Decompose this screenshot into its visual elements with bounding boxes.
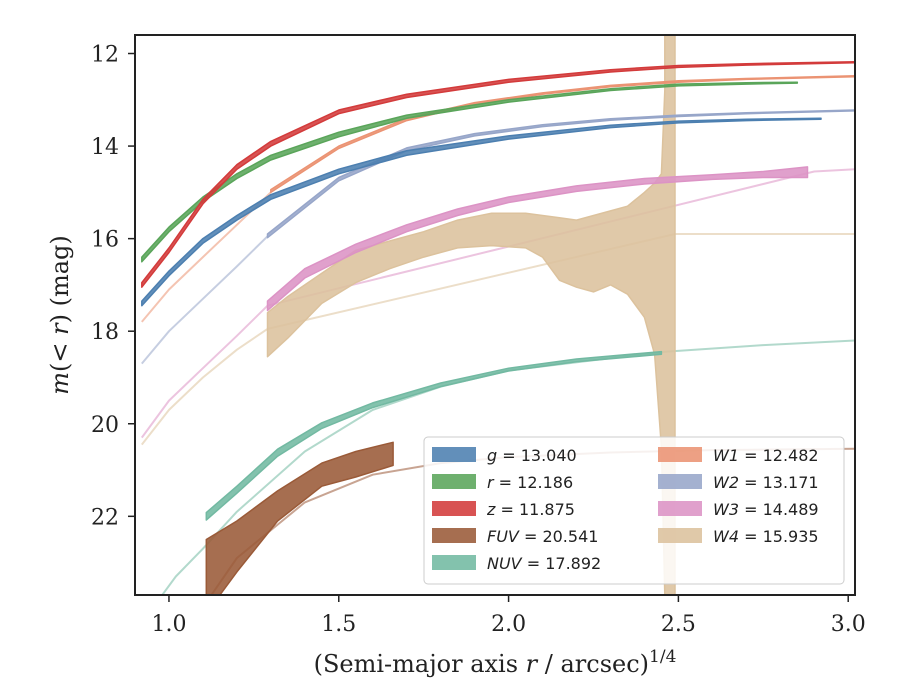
band-fuv [205,441,394,595]
data-layer [140,35,855,595]
x-tick-label: 1.0 [151,612,186,637]
x-tick-label: 1.5 [321,612,356,637]
legend-label-g: g = 13.040 [487,446,577,465]
legend-label-z: z = 11.875 [486,500,575,519]
x-tick-label: 2.5 [661,612,696,637]
band-z [141,61,855,288]
legend-label-fuv: FUV = 20.541 [487,527,598,546]
legend-label-w4: W4 = 15.935 [713,527,819,546]
legend-swatch-fuv [432,528,476,543]
y-tick-label: 18 [91,320,119,345]
legend-box [423,436,845,585]
y-tick-label: 14 [91,135,119,160]
y-tick-label: 22 [91,505,119,530]
legend-swatch-w2 [658,474,702,489]
band-w4 [266,35,676,595]
band-r [141,81,799,263]
x-tick-label: 3.0 [831,612,866,637]
y-axis-label: m(< r) (mag) [46,235,74,395]
legend-swatch-z [432,501,476,516]
band-w1 [270,74,855,194]
legend-swatch-w1 [658,447,702,462]
legend-swatch-nuv [432,555,476,570]
legend-label-w1: W1 = 12.482 [713,446,819,465]
band-w3 [266,166,809,312]
legend-label-r: r = 12.186 [487,473,573,492]
extrapolation-line-nuv [160,339,855,595]
legend-swatch-r [432,474,476,489]
y-axis: 12 14 16 18 20 22 [91,43,135,530]
extrapolation-line-w3 [140,168,855,439]
legend-label-nuv: NUV = 17.892 [487,554,601,573]
y-tick-label: 12 [91,43,119,68]
plot-frame [134,34,856,596]
x-axis-label: (Semi-major axis r / arcsec)1/4 [314,647,677,678]
x-tick-label: 2.0 [491,612,526,637]
legend-swatch-g [432,447,476,462]
legend-swatch-w3 [658,501,702,516]
legend-swatch-w4 [658,528,702,543]
band-g [141,117,822,307]
legend-label-w2: W2 = 13.171 [713,473,819,492]
y-tick-label: 20 [91,413,119,438]
x-axis: 1.0 1.5 2.0 2.5 3.0 [151,595,866,637]
extrapolation-line-w2 [141,235,269,365]
legend: g = 13.040 r = 12.186 z = 11.875 FUV = 20.5… [423,436,845,585]
legend-label-w3: W3 = 14.489 [713,500,819,519]
extrapolation-line-w4 [141,233,855,446]
y-tick-label: 16 [91,228,119,253]
band-nuv [205,350,663,521]
